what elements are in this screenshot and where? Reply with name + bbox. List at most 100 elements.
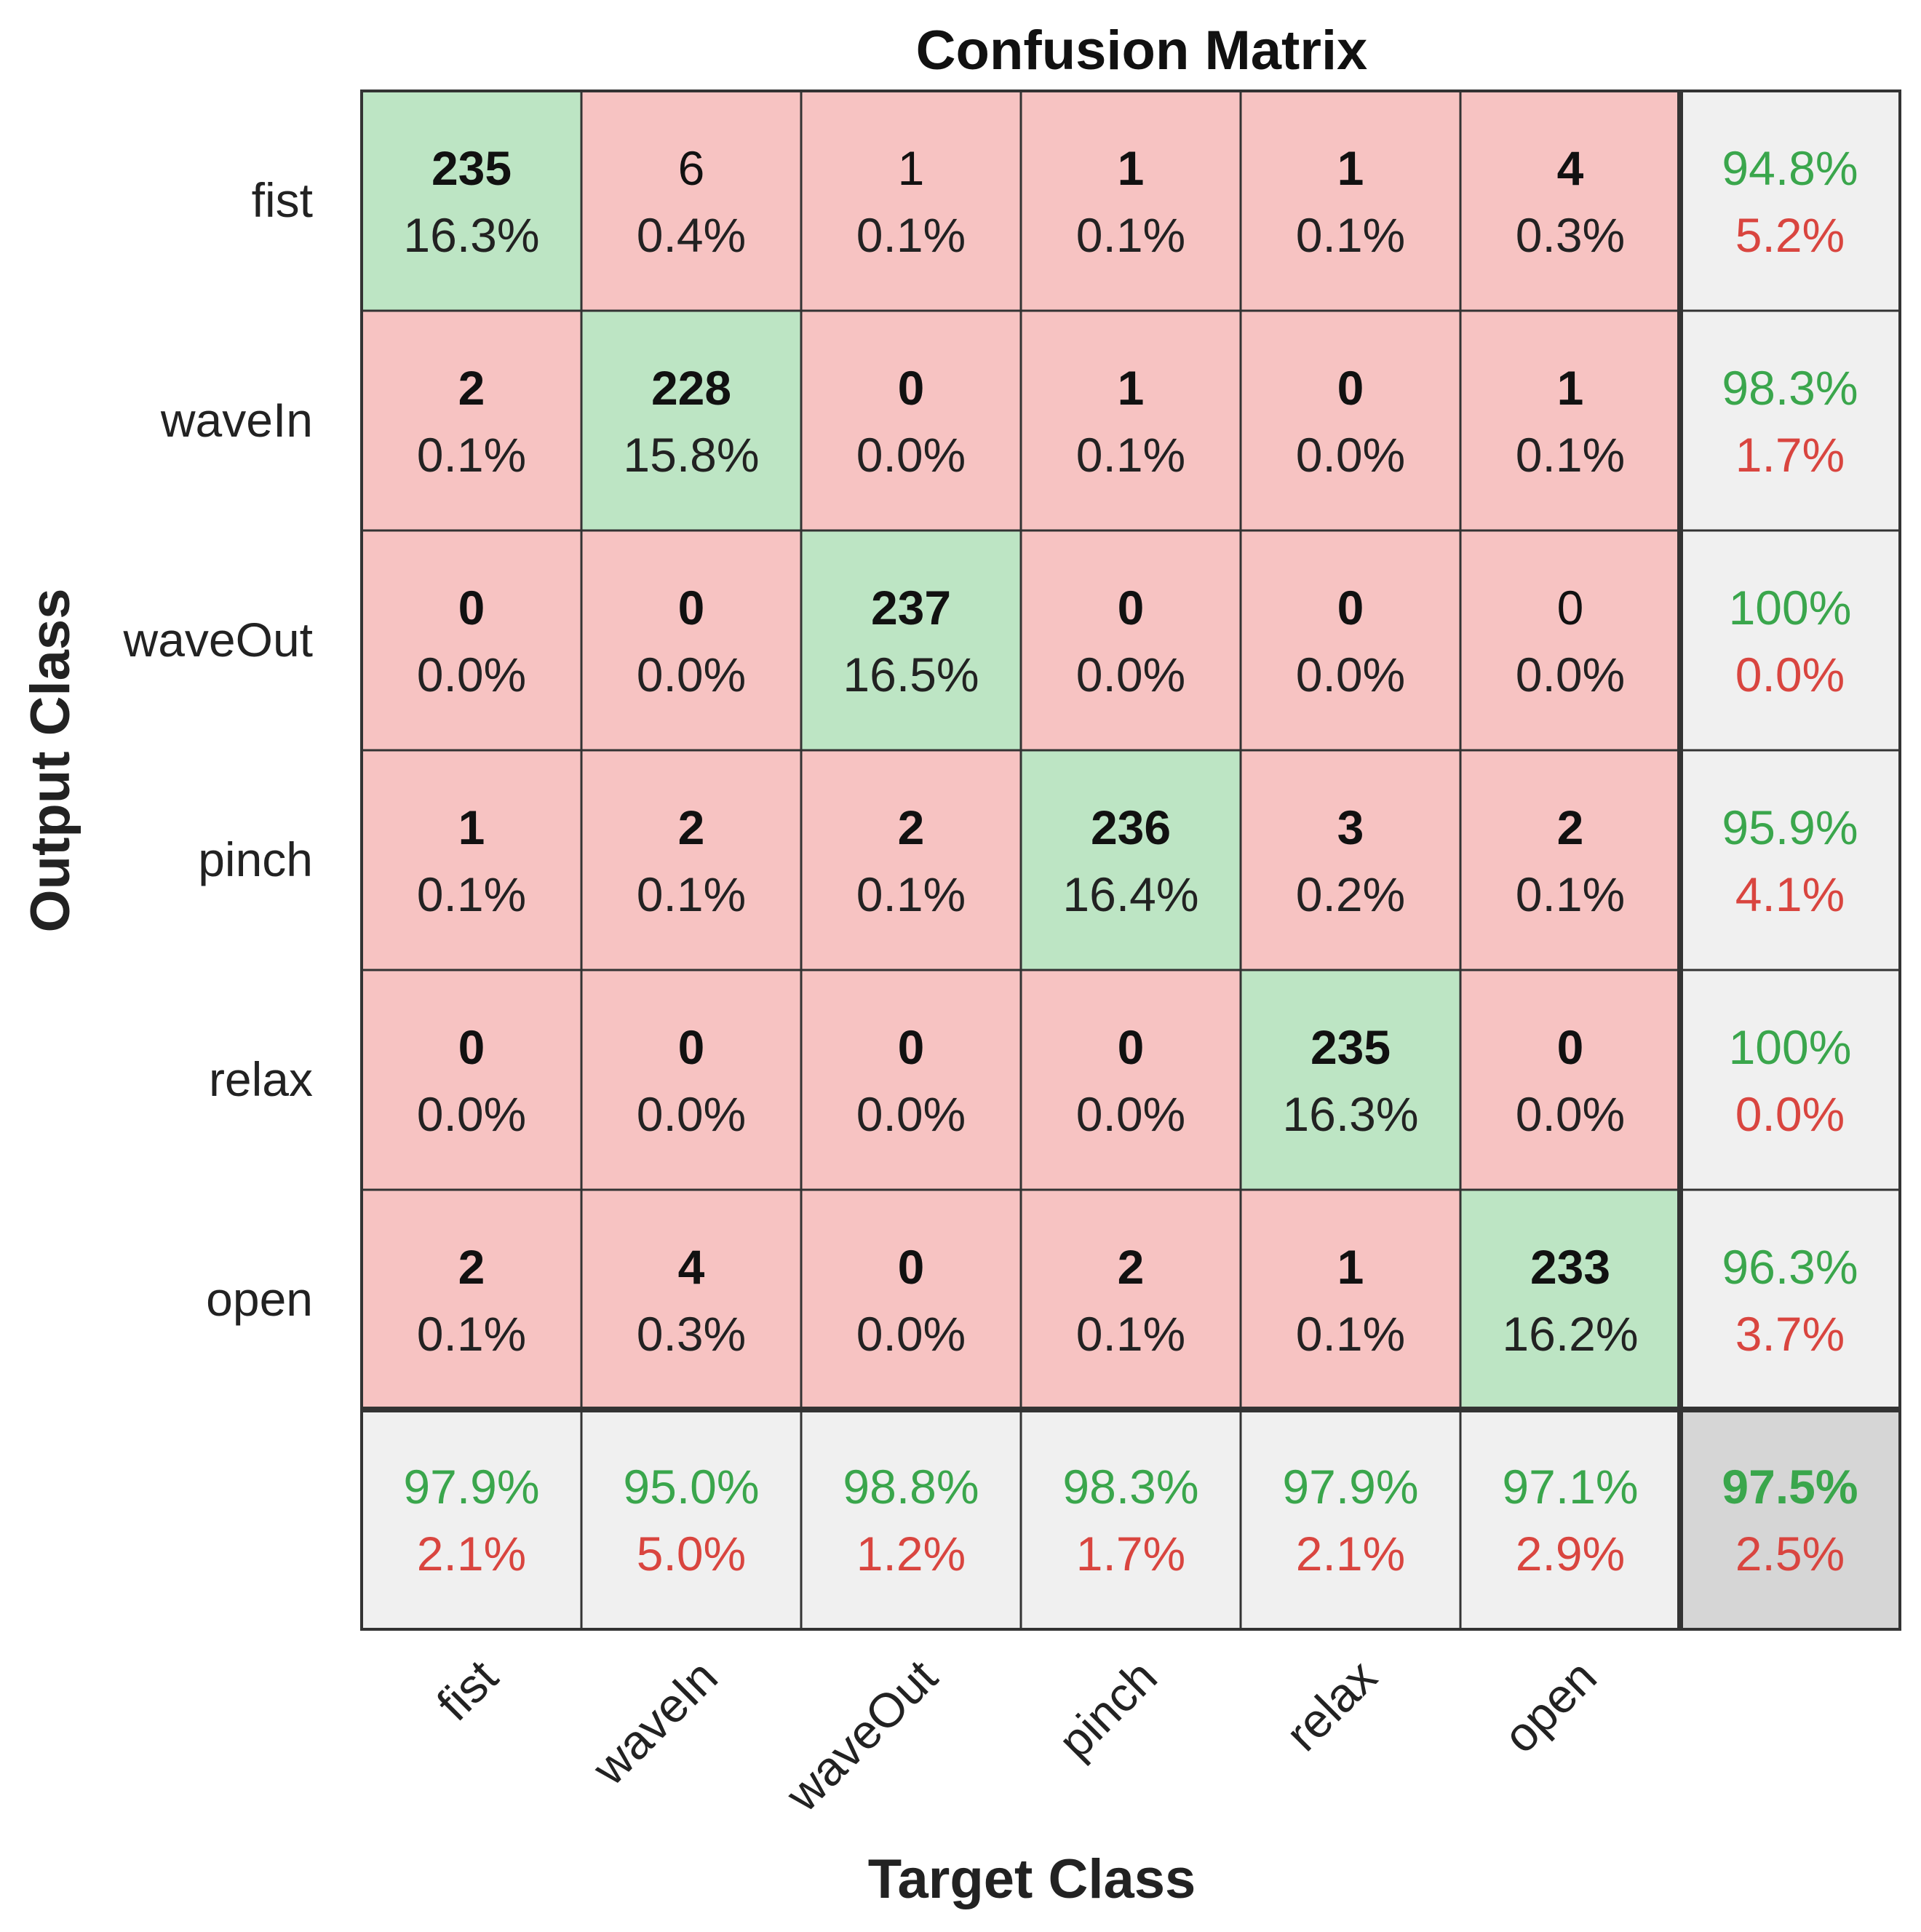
matrix-grid: 235 16.3% 6 0.4% 1 0.1% 1 0.1% 1 0.1% 4 0.3% 94.8% 5.… bbox=[360, 90, 1901, 1631]
matrix-cell-incorrect bbox=[580, 749, 803, 971]
cell-count: 1 bbox=[1118, 361, 1145, 415]
matrix-cell-correct bbox=[1459, 1188, 1682, 1411]
row-precision: 98.3% bbox=[1722, 361, 1858, 415]
cell-percent: 16.5% bbox=[843, 648, 979, 701]
cell-percent: 16.4% bbox=[1062, 867, 1198, 921]
cell-count: 0 bbox=[678, 581, 705, 635]
cell-percent: 0.0% bbox=[1516, 1087, 1625, 1141]
matrix-cell-correct bbox=[800, 529, 1022, 752]
matrix-cell-incorrect bbox=[1239, 749, 1462, 971]
column-summary-cell bbox=[1239, 1408, 1462, 1631]
cell-percent: 0.1% bbox=[417, 867, 526, 921]
row-precision: 100% bbox=[1729, 1020, 1852, 1074]
column-recall: 98.8% bbox=[843, 1460, 979, 1514]
matrix-cell-incorrect bbox=[1239, 309, 1462, 532]
cell-count: 235 bbox=[431, 141, 512, 195]
cell-count: 1 bbox=[898, 141, 925, 195]
cell-count: 2 bbox=[898, 800, 925, 854]
cell-percent: 16.3% bbox=[1282, 1087, 1418, 1141]
cell-count: 2 bbox=[458, 1240, 485, 1294]
column-recall: 97.9% bbox=[403, 1460, 539, 1514]
cell-percent: 0.0% bbox=[856, 1087, 966, 1141]
cell-percent: 15.8% bbox=[623, 428, 759, 482]
cell-percent: 0.1% bbox=[1516, 867, 1625, 921]
matrix-cell-incorrect bbox=[800, 90, 1022, 312]
cell-percent: 0.2% bbox=[1296, 867, 1405, 921]
matrix-cell-incorrect bbox=[800, 749, 1022, 971]
cell-count: 236 bbox=[1091, 800, 1171, 854]
column-summary-cell bbox=[580, 1408, 803, 1631]
cell-percent: 0.4% bbox=[637, 208, 746, 262]
row-error: 0.0% bbox=[1735, 1087, 1845, 1141]
column-label: fist bbox=[426, 1650, 508, 1731]
matrix-cell-incorrect bbox=[800, 309, 1022, 532]
row-error: 4.1% bbox=[1735, 867, 1845, 921]
cell-count: 2 bbox=[458, 361, 485, 415]
column-label: pinch bbox=[1048, 1650, 1167, 1769]
column-recall: 97.9% bbox=[1282, 1460, 1418, 1514]
column-label: relax bbox=[1275, 1650, 1386, 1761]
cell-percent: 0.1% bbox=[637, 867, 746, 921]
matrix-cell-incorrect bbox=[580, 529, 803, 752]
row-precision: 94.8% bbox=[1722, 141, 1858, 195]
x-axis-title: Target Class bbox=[868, 1848, 1196, 1910]
overall-accuracy-cell bbox=[1679, 1408, 1901, 1631]
row-summary-cell bbox=[1679, 1188, 1901, 1411]
matrix-cell-incorrect bbox=[1019, 1188, 1242, 1411]
matrix-cell-incorrect bbox=[360, 529, 583, 752]
cell-count: 1 bbox=[1337, 141, 1364, 195]
matrix-cell-incorrect bbox=[360, 969, 583, 1191]
row-precision: 96.3% bbox=[1722, 1240, 1858, 1294]
row-label: relax bbox=[209, 1052, 313, 1106]
column-summary-cell bbox=[800, 1408, 1022, 1631]
cell-count: 4 bbox=[678, 1240, 705, 1294]
row-error: 3.7% bbox=[1735, 1307, 1845, 1361]
row-summary-cell bbox=[1679, 90, 1901, 312]
row-error: 1.7% bbox=[1735, 428, 1845, 482]
cell-percent: 0.0% bbox=[1296, 648, 1405, 701]
row-label: fist bbox=[252, 173, 313, 227]
cell-percent: 0.1% bbox=[1296, 208, 1405, 262]
column-summary-cell bbox=[1459, 1408, 1682, 1631]
column-recall: 95.0% bbox=[623, 1460, 759, 1514]
row-label: pinch bbox=[198, 832, 313, 886]
cell-count: 237 bbox=[871, 581, 951, 635]
overall-error: 2.5% bbox=[1735, 1527, 1845, 1581]
row-summary-cell bbox=[1679, 749, 1901, 971]
matrix-cell-incorrect bbox=[800, 1188, 1022, 1411]
cell-count: 0 bbox=[1118, 1020, 1145, 1074]
row-error: 5.2% bbox=[1735, 208, 1845, 262]
cell-percent: 0.1% bbox=[1296, 1307, 1405, 1361]
cell-percent: 0.0% bbox=[1516, 648, 1625, 701]
y-axis-title: Output Class bbox=[20, 589, 81, 933]
cell-count: 0 bbox=[1118, 581, 1145, 635]
matrix-cell-incorrect bbox=[1459, 969, 1682, 1191]
matrix-cell-incorrect bbox=[1019, 90, 1242, 312]
overall-accuracy: 97.5% bbox=[1722, 1460, 1858, 1514]
cell-percent: 0.0% bbox=[1296, 428, 1405, 482]
cell-percent: 0.0% bbox=[637, 648, 746, 701]
cell-percent: 16.3% bbox=[403, 208, 539, 262]
cell-percent: 0.0% bbox=[417, 1087, 526, 1141]
column-summary-cell bbox=[360, 1408, 583, 1631]
matrix-cell-incorrect bbox=[1459, 309, 1682, 532]
row-error: 0.0% bbox=[1735, 648, 1845, 701]
row-label: waveOut bbox=[123, 613, 313, 667]
cell-percent: 0.1% bbox=[417, 428, 526, 482]
chart-title: Confusion Matrix bbox=[916, 20, 1368, 82]
matrix-cell-correct bbox=[1239, 969, 1462, 1191]
cell-percent: 0.0% bbox=[1076, 648, 1185, 701]
matrix-cell-incorrect bbox=[1459, 90, 1682, 312]
cell-count: 0 bbox=[1337, 361, 1364, 415]
column-recall: 97.1% bbox=[1502, 1460, 1638, 1514]
row-label: open bbox=[206, 1272, 313, 1326]
column-error: 2.9% bbox=[1516, 1527, 1625, 1581]
column-error: 2.1% bbox=[1296, 1527, 1405, 1581]
cell-percent: 0.1% bbox=[856, 208, 966, 262]
cell-count: 0 bbox=[898, 361, 925, 415]
cell-percent: 0.0% bbox=[637, 1087, 746, 1141]
matrix-cell-incorrect bbox=[580, 90, 803, 312]
matrix-cell-incorrect bbox=[800, 969, 1022, 1191]
column-label: waveIn bbox=[581, 1650, 728, 1796]
cell-percent: 16.2% bbox=[1502, 1307, 1638, 1361]
